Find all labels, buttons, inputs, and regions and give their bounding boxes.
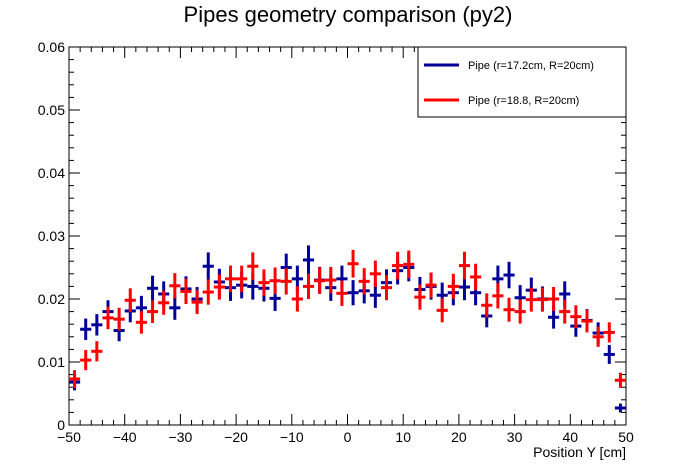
data-point	[113, 307, 125, 331]
data-point	[236, 265, 248, 293]
data-point	[280, 268, 292, 295]
data-point	[380, 275, 393, 301]
data-point	[169, 295, 181, 320]
data-point	[525, 287, 537, 312]
data-point	[269, 267, 281, 294]
x-tick-label: 50	[618, 429, 634, 445]
x-tick-label: 20	[451, 429, 467, 445]
data-point	[258, 269, 270, 296]
data-point	[314, 267, 326, 294]
y-tick-label: 0.02	[38, 291, 65, 307]
data-point	[503, 261, 515, 289]
data-point	[436, 298, 448, 323]
x-tick-label: 30	[507, 429, 523, 445]
data-point	[536, 287, 549, 312]
data-point	[492, 283, 504, 309]
data-point	[158, 290, 170, 315]
data-point	[291, 286, 303, 312]
data-point	[603, 344, 615, 364]
data-point	[69, 370, 81, 388]
data-point	[302, 245, 315, 275]
data-point	[425, 272, 437, 298]
data-point	[447, 273, 459, 299]
y-tick-label: 0.01	[38, 354, 65, 370]
data-point	[614, 372, 626, 388]
legend-label-series-1: Pipe (r=17.2cm, R=20cm)	[468, 60, 594, 72]
x-axis-ticks: −50 −40 −30 −20 −10 0 10 20 30 40 50	[57, 47, 634, 445]
series-2	[69, 249, 626, 388]
data-point	[347, 280, 359, 306]
data-point	[592, 326, 604, 347]
data-point	[603, 322, 615, 343]
x-tick-label: −20	[224, 429, 248, 445]
data-point	[403, 250, 415, 279]
data-point	[559, 299, 571, 324]
data-point	[358, 268, 370, 295]
x-tick-label: −10	[280, 429, 304, 445]
data-point	[503, 297, 515, 322]
data-point	[347, 249, 359, 278]
y-tick-label: 0.04	[38, 165, 65, 181]
y-tick-label: 0.05	[38, 102, 65, 118]
data-point	[80, 318, 92, 340]
data-point	[135, 310, 147, 334]
data-point	[180, 278, 192, 305]
y-tick-label: 0.06	[38, 39, 65, 55]
y-tick-label: 0	[57, 417, 65, 433]
data-point	[458, 251, 471, 280]
x-tick-label: −40	[113, 429, 137, 445]
data-point	[169, 273, 181, 299]
data-point	[146, 300, 159, 323]
data-point	[392, 251, 404, 280]
y-tick-label: 0.03	[38, 228, 65, 244]
data-series	[69, 245, 626, 413]
x-tick-label: −30	[169, 429, 193, 445]
data-point	[80, 350, 92, 371]
x-axis-label: Position Y [cm]	[533, 444, 626, 460]
legend-box	[417, 46, 627, 118]
x-tick-label: 40	[563, 429, 579, 445]
data-point	[224, 265, 237, 293]
data-point	[202, 252, 214, 281]
x-tick-label: 10	[395, 429, 411, 445]
data-point	[614, 403, 626, 413]
chart-title: Pipes geometry comparison (py2)	[184, 2, 513, 27]
data-point	[124, 288, 136, 313]
data-point	[548, 287, 560, 311]
data-point	[102, 306, 114, 330]
data-point	[91, 341, 103, 362]
data-point	[414, 284, 426, 310]
data-point	[369, 260, 381, 288]
data-point	[247, 252, 259, 281]
data-point	[581, 309, 593, 333]
x-tick-label: −50	[57, 429, 81, 445]
series-1	[69, 245, 626, 413]
x-tick-label: 0	[344, 429, 352, 445]
data-point	[302, 273, 315, 299]
data-point	[213, 274, 225, 300]
data-point	[570, 305, 582, 328]
data-point	[91, 314, 103, 336]
data-point	[514, 299, 526, 324]
data-point	[336, 280, 348, 306]
data-point	[146, 275, 159, 301]
data-point	[325, 266, 337, 294]
data-point	[481, 293, 493, 318]
legend-label-series-2: Pipe (r=18.8, R=20cm)	[468, 95, 579, 107]
data-point	[191, 290, 203, 315]
data-point	[470, 263, 482, 291]
legend: Pipe (r=17.2cm, R=20cm) Pipe (r=18.8, R=…	[417, 46, 627, 118]
data-point	[202, 279, 214, 305]
